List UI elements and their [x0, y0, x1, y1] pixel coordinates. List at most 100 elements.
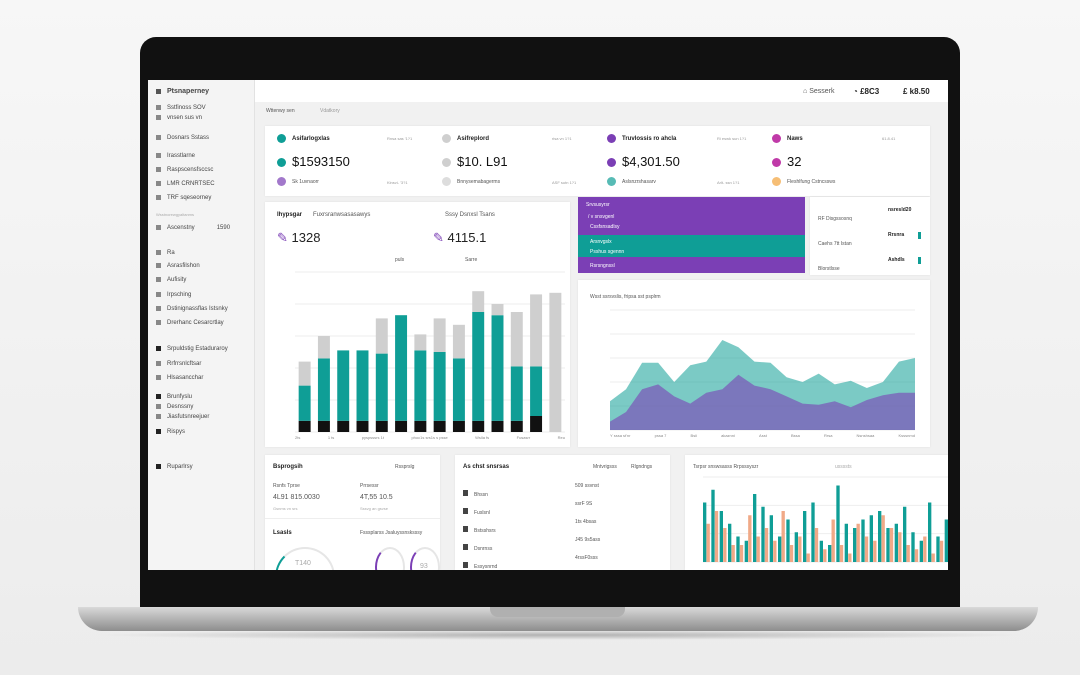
bar-segment: [317, 336, 330, 359]
bar: [806, 553, 810, 562]
account-item[interactable]: Ascenstny 1590: [156, 225, 230, 231]
sidebar-item[interactable]: Rispys: [156, 429, 185, 435]
sidebar-item[interactable]: Dosnars Sstass: [156, 135, 209, 141]
sidebar-item[interactable]: Asrasfilshon: [156, 263, 200, 269]
sidebar-item[interactable]: vnsen sus vn: [156, 115, 202, 121]
sidebar-item[interactable]: Jiasfutsnreejuer: [156, 414, 209, 420]
x-tick-label: Asst: [759, 433, 767, 438]
card-link[interactable]: Rlgndngs: [631, 464, 653, 470]
sidebar-item[interactable]: Hlsasancchar: [156, 375, 203, 381]
bar-segment: [414, 350, 427, 421]
bar-segment: [491, 420, 504, 432]
kpi-item[interactable]: Truvlossis ro ahcla Ri eswk sun 1?1 $4,3…: [607, 126, 767, 196]
menu-icon: [156, 361, 161, 366]
notifications[interactable]: ◔ £8C3: [853, 87, 880, 96]
bar: [756, 536, 760, 562]
x-tick-label: akaznni: [721, 433, 735, 438]
bar: [823, 549, 827, 562]
file-icon: [463, 562, 468, 568]
panel-row[interactable]: Cssfsnsadlsy: [590, 224, 620, 230]
grid-icon: [156, 181, 161, 186]
metric-2: ✎ 4115.1: [433, 230, 487, 245]
kpi-value-icon: [442, 158, 451, 168]
bar: [714, 511, 719, 562]
list-item[interactable]: Bstsshsrs 1ts 4bsas: [463, 519, 663, 537]
laptop-shadow: [90, 630, 1030, 640]
sidebar-item[interactable]: Irasstlarne: [156, 153, 195, 159]
bar: [898, 532, 902, 562]
purple-panel: Srvsusyrsr / v snsvgenl Cssfsnsadlsy Ars…: [578, 197, 805, 273]
bar-segment: [375, 318, 388, 354]
list-item[interactable]: Bhssn 509 ssvnst: [463, 483, 663, 501]
sidebar-item[interactable]: Brunfyslu: [156, 394, 192, 400]
bar: [944, 519, 948, 562]
sidebar-item[interactable]: Drerhanc Cesarcrtlay: [156, 320, 224, 326]
kpi-icon: [442, 134, 451, 143]
bar: [839, 545, 844, 562]
bar: [764, 528, 769, 562]
bar: [794, 532, 798, 562]
x-tick-label: pssa 7: [654, 433, 667, 438]
card-link[interactable]: ussssts: [835, 464, 852, 470]
sidebar-item[interactable]: Rrfrrsnlcftsar: [156, 361, 201, 367]
bar: [914, 549, 919, 562]
sidebar-item[interactable]: Aufisity: [156, 277, 186, 283]
bar: [836, 485, 840, 562]
breadcrumb-home[interactable]: Wttenwy sen: [266, 108, 295, 114]
sidebar-item[interactable]: Ra: [156, 250, 175, 256]
bar-segment: [510, 312, 523, 367]
kpi-icon: [607, 134, 616, 143]
breadcrumb-current[interactable]: Vdatkory: [320, 108, 340, 114]
dot-icon: [156, 195, 161, 200]
area-chart: [610, 309, 915, 431]
bar: [719, 511, 723, 562]
stacked-bar-chart: [295, 271, 565, 433]
bar: [753, 494, 757, 562]
sidebar-item[interactable]: Srpuldstig Estaduraroy: [156, 346, 228, 352]
sidebar: Ptsnaperney Sstfinoss SOV vnsen sus vn Dos…: [148, 80, 255, 570]
list-item[interactable]: Dsnrnss J45 9s5ass: [463, 537, 663, 555]
bar-segment: [356, 350, 369, 421]
kpi-item[interactable]: Asifreplord risa vn 1?1 $10. L91 Bnnysem…: [442, 126, 602, 196]
list-item[interactable]: Fuslsnl ssrF 9S: [463, 501, 663, 519]
sidebar-item[interactable]: Raspscensfsccsc: [156, 167, 213, 173]
bar-segment: [298, 385, 311, 421]
bar: [814, 528, 819, 562]
panel-row[interactable]: Arsnvgslx: [590, 239, 612, 245]
sidebar-item[interactable]: TRF sqeseorney: [156, 195, 211, 201]
bar: [844, 523, 848, 562]
panel-row[interactable]: Rsrsngnssl: [590, 263, 615, 269]
user-menu[interactable]: ⌂ Sesserk: [803, 88, 835, 95]
label: Rsnfs Tprse: [273, 483, 300, 489]
legend-2: Sarre: [465, 257, 478, 263]
card-link[interactable]: Mntvrigsss: [593, 464, 617, 470]
x-tick-label: Rrsa: [823, 433, 833, 438]
gear-icon: [156, 153, 161, 158]
sidebar-item[interactable]: LMR CRNRTSEC: [156, 181, 215, 187]
bar: [769, 515, 773, 562]
sidebar-item[interactable]: Desnssny: [156, 404, 193, 410]
sidebar-footer[interactable]: Ruparlrsy: [156, 464, 193, 470]
dashboard-screen: Ptsnaperney Sstfinoss SOV vnsen sus vn Dos…: [148, 80, 948, 570]
card-link[interactable]: Rssprslg: [395, 464, 415, 470]
x-tick-label: Wslla fs: [475, 435, 490, 440]
bar: [706, 523, 710, 562]
sidebar-item[interactable]: Irpsching: [156, 292, 191, 298]
kpi-item[interactable]: Naws 61.8.41 32 Fleshlfung Cstncssws: [772, 126, 932, 196]
kpi-item[interactable]: Asifarlogxlas Rnsa sas '1?1 $1593150 Sk …: [277, 126, 437, 196]
card-title: As chst snsrsas: [463, 464, 510, 470]
kpi-value-icon: [277, 158, 286, 168]
gauge-value: T140: [295, 560, 311, 567]
balance: £ k8.50: [903, 87, 930, 96]
kpi-value-icon: [607, 158, 616, 168]
sidebar-item[interactable]: Dstinignassflas Istsnky: [156, 306, 228, 312]
x-tick-label: Reu: [557, 435, 565, 440]
sidebar-section: Wsstnorewgyaltanms: [156, 212, 195, 217]
panel-row[interactable]: Psshus sgennn: [590, 249, 625, 255]
list-item[interactable]: Essysnrnd 4rssF0sss: [463, 555, 663, 570]
note: Sssvg an gsvse: [360, 506, 389, 511]
bar-segment: [337, 420, 350, 432]
file-icon: [463, 526, 468, 532]
panel-row[interactable]: / v snsvgenl: [588, 214, 615, 220]
sidebar-item[interactable]: Sstfinoss SOV: [156, 105, 206, 111]
